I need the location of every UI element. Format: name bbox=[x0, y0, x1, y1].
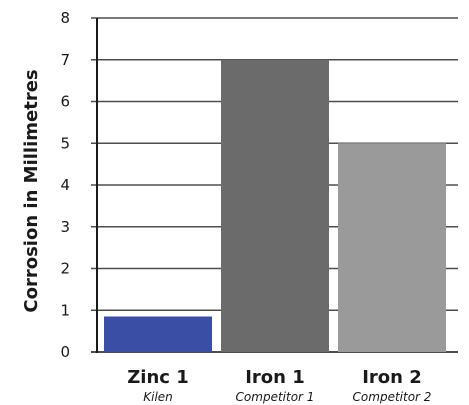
y-tick-label: 8 bbox=[60, 9, 70, 27]
x-axis-labels: Zinc 1 Kilen Iron 1 Competitor 1 Iron 2 Compe… bbox=[127, 367, 431, 404]
y-axis-ticks: 0 1 2 3 4 5 6 7 8 bbox=[60, 9, 70, 361]
x-category-sublabel: Kilen bbox=[143, 390, 173, 404]
bars bbox=[104, 59, 446, 352]
y-tick-label: 1 bbox=[60, 301, 70, 319]
x-category-sublabel: Competitor 2 bbox=[353, 390, 432, 404]
x-category-label: Zinc 1 bbox=[127, 367, 189, 388]
y-tick-label: 0 bbox=[60, 343, 70, 361]
x-category-label: Iron 1 bbox=[245, 367, 305, 388]
y-tick-label: 7 bbox=[60, 51, 70, 69]
x-category-label: Iron 2 bbox=[362, 367, 422, 388]
x-category-sublabel: Competitor 1 bbox=[236, 390, 315, 404]
y-tick-label: 5 bbox=[60, 134, 70, 152]
y-tick-label: 4 bbox=[60, 176, 70, 194]
y-tick-label: 2 bbox=[60, 260, 70, 278]
bar-zinc-1 bbox=[104, 316, 212, 352]
y-tick-label: 6 bbox=[60, 93, 70, 111]
y-tick-label: 3 bbox=[60, 218, 70, 236]
bar-iron-1 bbox=[221, 59, 329, 352]
bar-iron-2 bbox=[338, 143, 446, 352]
y-axis-title: Corrosion in Millimetres bbox=[21, 69, 42, 312]
